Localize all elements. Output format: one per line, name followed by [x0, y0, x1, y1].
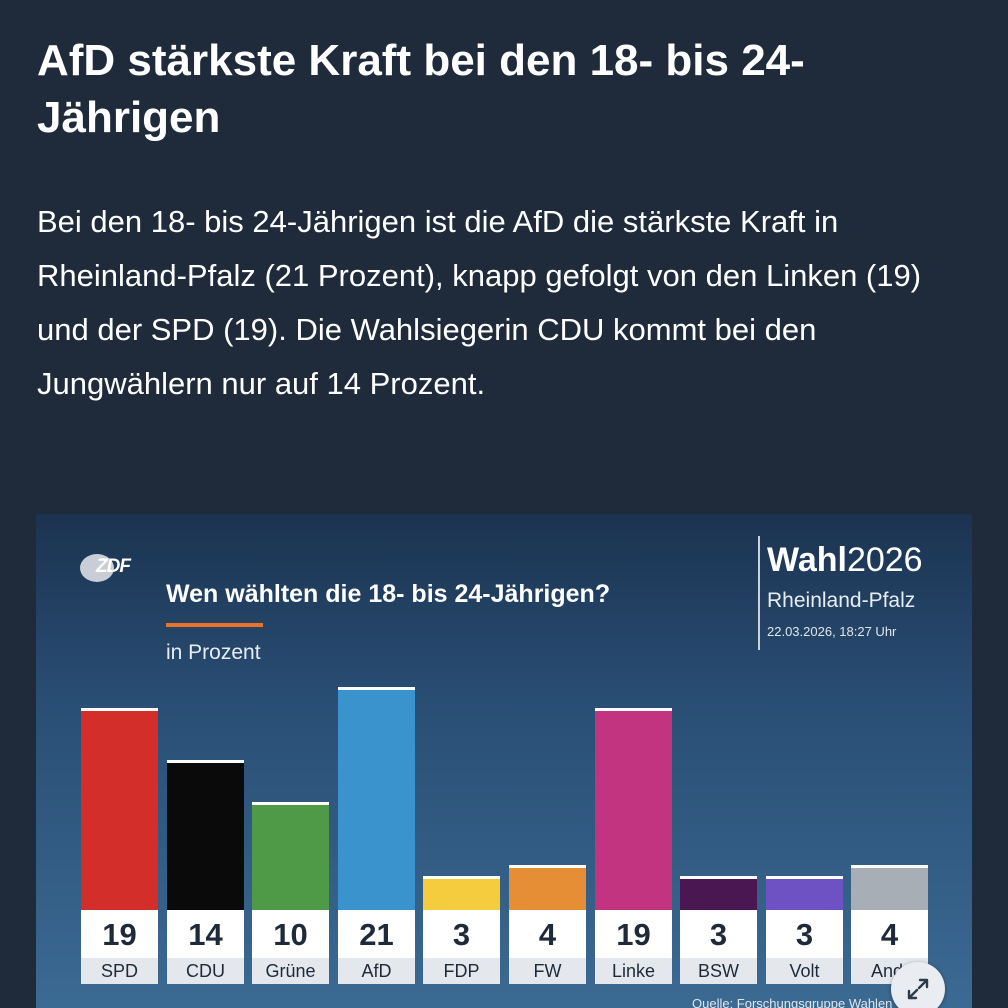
bar-fill: [423, 879, 500, 910]
article-lead: Bei den 18- bis 24-Jährigen ist die AfD …: [37, 204, 922, 401]
article-headline: AfD stärkste Kraft bei den 18- bis 24-Jä…: [37, 36, 805, 142]
chart-title: Wen wählten die 18- bis 24-Jährigen?: [166, 580, 611, 608]
bar-value-label: 10: [252, 910, 329, 958]
bar-fill: [81, 711, 158, 910]
bar-fill: [680, 879, 757, 910]
bar-cap: [167, 760, 244, 763]
bar-spd: 19 SPD: [81, 514, 158, 1008]
bar-fw: 4 FW: [509, 514, 586, 1008]
bar-chart: 19 SPD 14 CDU 10 Grüne 21 AfD 3 FDP 4 FW 19 Linke 3 BSW…: [36, 514, 972, 1008]
expand-button[interactable]: [891, 962, 945, 1008]
bar-cap: [81, 708, 158, 711]
zdf-logo-disc: [80, 554, 114, 582]
bar-value-label: 14: [167, 910, 244, 958]
brand-word: Wahl: [767, 541, 847, 579]
bar-fill: [595, 711, 672, 910]
bar-value-label: 3: [766, 910, 843, 958]
bar-category-label: SPD: [81, 958, 158, 984]
bar-grüne: 10 Grüne: [252, 514, 329, 1008]
bar-fill: [509, 868, 586, 910]
bar-bsw: 3 BSW: [680, 514, 757, 1008]
bar-category-label: BSW: [680, 958, 757, 984]
bar-and: 4 And.: [851, 514, 928, 1008]
bar-fdp: 3 FDP: [423, 514, 500, 1008]
zdf-logo: ZDF: [80, 554, 146, 582]
bar-cap: [252, 802, 329, 805]
bar-value-label: 3: [423, 910, 500, 958]
bar-cap: [595, 708, 672, 711]
bar-value-label: 19: [81, 910, 158, 958]
title-accent-line: [166, 623, 263, 627]
bar-cap: [766, 876, 843, 879]
bar-category-label: CDU: [167, 958, 244, 984]
bar-cap: [338, 687, 415, 690]
bar-fill: [167, 763, 244, 910]
bar-category-label: FW: [509, 958, 586, 984]
chart-unit-label: in Prozent: [166, 641, 261, 664]
election-graphic[interactable]: ZDF Wen wählten die 18- bis 24-Jährigen?…: [36, 514, 972, 1008]
bar-category-label: AfD: [338, 958, 415, 984]
bar-value-label: 21: [338, 910, 415, 958]
election-brand: Wahl2026: [767, 541, 923, 580]
bar-fill: [338, 690, 415, 910]
bar-value-label: 4: [851, 910, 928, 958]
bar-value-label: 19: [595, 910, 672, 958]
bar-volt: 3 Volt: [766, 514, 843, 1008]
election-timestamp: 22.03.2026, 18:27 Uhr: [767, 624, 897, 639]
brand-divider: [758, 536, 760, 650]
bar-linke: 19 Linke: [595, 514, 672, 1008]
bar-category-label: Volt: [766, 958, 843, 984]
bar-category-label: Linke: [595, 958, 672, 984]
brand-year: 2026: [846, 541, 923, 579]
bar-cap: [851, 865, 928, 868]
election-brand-box: Wahl2026 Rheinland-Pfalz 22.03.2026, 18:…: [758, 536, 958, 652]
election-region: Rheinland-Pfalz: [767, 589, 916, 612]
bar-fill: [252, 805, 329, 910]
bar-fill: [851, 868, 928, 910]
expand-icon: [907, 978, 929, 1000]
bar-afd: 21 AfD: [338, 514, 415, 1008]
bar-cap: [509, 865, 586, 868]
bar-category-label: Grüne: [252, 958, 329, 984]
bar-value-label: 3: [680, 910, 757, 958]
bar-cap: [423, 876, 500, 879]
bar-cap: [680, 876, 757, 879]
bar-fill: [766, 879, 843, 910]
bar-value-label: 4: [509, 910, 586, 958]
chart-source: Quelle: Forschungsgruppe Wahlen: [692, 996, 893, 1008]
bar-category-label: FDP: [423, 958, 500, 984]
bar-cdu: 14 CDU: [167, 514, 244, 1008]
zdf-logo-text: ZDF: [96, 556, 131, 577]
